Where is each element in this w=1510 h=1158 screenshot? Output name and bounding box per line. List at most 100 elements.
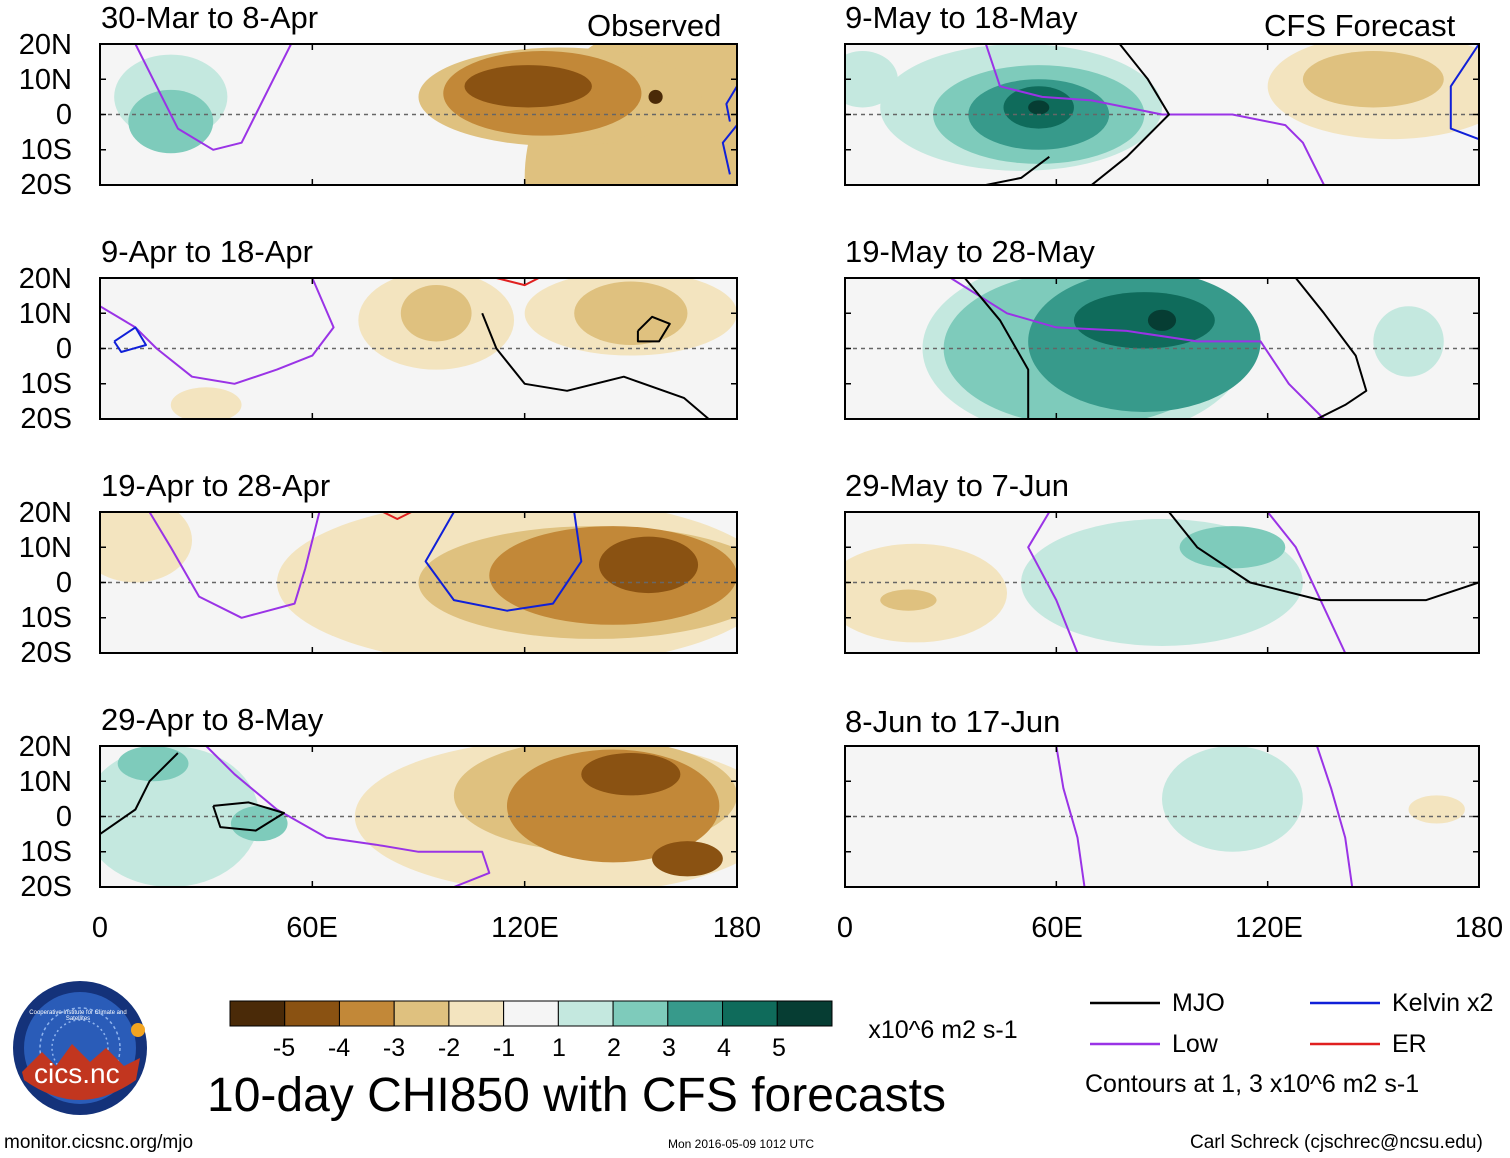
anomaly-blob-pos1 (845, 51, 898, 108)
contour-kelvin-x2 (725, 85, 737, 122)
colorbar-swatch (503, 1000, 559, 1027)
anomaly-blob-neg2 (1302, 51, 1444, 108)
contour-low (100, 278, 335, 385)
contour-er (382, 512, 412, 520)
contour-low (1316, 746, 1354, 887)
y-tick-label: 10N (18, 64, 72, 96)
y-tick-label: 10S (20, 368, 72, 400)
anomaly-blob-neg1 (1408, 795, 1465, 824)
y-tick-label: 10N (18, 298, 72, 330)
colorbar-label: -4 (327, 1034, 351, 1062)
contour-low (984, 44, 1325, 185)
y-tick-label: 0 (55, 801, 72, 833)
legend-label-kelvin: Kelvin x2 (1392, 989, 1494, 1017)
panel-title-obs-1: 30-Mar to 8-Apr (101, 0, 319, 35)
contour-mjo (985, 155, 1050, 185)
colorbar-label: -2 (437, 1034, 461, 1062)
contour-low (1027, 512, 1079, 653)
colorbar-swatch (284, 1000, 340, 1027)
contour-er (496, 278, 540, 287)
contour-kelvin-x2 (113, 326, 147, 353)
anomaly-blob-neg4 (464, 65, 592, 108)
x-tick-label-right: 0 (836, 912, 854, 944)
y-tick-label: 20N (18, 497, 72, 529)
anomaly-blob-pos2 (128, 89, 214, 154)
panel-title-fcst-4: 8-Jun to 17-Jun (845, 704, 1061, 739)
y-tick-label: 10N (18, 766, 72, 798)
y-tick-label: 0 (55, 333, 72, 365)
colorbar-label: 3 (662, 1034, 676, 1062)
figure-title: 10-day CHI850 with CFS forecasts (207, 1069, 946, 1122)
contour-mjo (636, 315, 671, 343)
anomaly-blob-pos2 (230, 805, 288, 842)
contour-low (205, 746, 491, 887)
y-tick-label: 20N (18, 263, 72, 295)
y-tick-label: 20N (18, 731, 72, 763)
colorbar-swatch (229, 1000, 286, 1027)
anomaly-blob-pos1 (1373, 306, 1444, 377)
contour-low (148, 512, 321, 619)
colorbar-label: -5 (272, 1034, 296, 1062)
colorbar-label: 1 (552, 1034, 566, 1062)
panel-obs-4 (99, 745, 738, 888)
anomaly-blob-pos5 (1147, 309, 1177, 331)
contour-mjo (1295, 278, 1368, 419)
x-tick-label-left: 0 (91, 912, 109, 944)
panel-obs-1 (99, 43, 738, 186)
panel-fcst-3 (844, 511, 1480, 654)
colorbar-label: -1 (492, 1034, 516, 1062)
anomaly-blob-neg4 (598, 536, 699, 594)
y-tick-label: 10N (18, 532, 72, 564)
panels-layer (99, 43, 1480, 888)
cics-logo (13, 981, 147, 1115)
colorbar-label: 5 (772, 1034, 786, 1062)
anomaly-blob-pos5 (1028, 100, 1050, 115)
panel-fcst-4 (844, 745, 1480, 888)
y-tick-label: 10S (20, 836, 72, 868)
contour-legend (1090, 1001, 1380, 1046)
contours-note: Contours at 1, 3 x10^6 m2 s-1 (1085, 1070, 1420, 1098)
footer-author: Carl Schreck (cjschrec@ncsu.edu) (1190, 1132, 1483, 1153)
anomaly-blob-neg4 (652, 841, 723, 877)
x-tick-label-left: 180 (712, 912, 762, 944)
colorbar-label: 2 (607, 1034, 621, 1062)
colorbar-swatch (557, 1000, 614, 1027)
panel-obs-2 (99, 277, 738, 420)
x-tick-label-right: 180 (1454, 912, 1504, 944)
y-tick-label: 20N (18, 29, 72, 61)
y-tick-label: 20S (20, 637, 72, 669)
y-tick-label: 0 (55, 567, 72, 599)
contour-mjo (1168, 512, 1479, 602)
contour-low (1055, 746, 1086, 887)
y-tick-label: 20S (20, 403, 72, 435)
contour-low (1266, 512, 1347, 653)
anomaly-blob-neg1 (170, 387, 242, 419)
anomaly-blob-pos1 (1162, 746, 1303, 852)
contour-mjo (100, 752, 179, 835)
anomaly-blob-pos4 (1073, 292, 1215, 349)
anomaly-blob-neg2 (400, 285, 472, 342)
contour-low (950, 278, 1325, 419)
x-tick-label-left: 60E (286, 912, 338, 944)
logo-text: cics.nc (34, 1058, 120, 1089)
panel-title-obs-3: 19-Apr to 28-Apr (101, 468, 331, 503)
panel-fcst-2 (844, 277, 1480, 420)
y-tick-label: 10S (20, 134, 72, 166)
x-tick-label-right: 120E (1235, 912, 1303, 944)
anomaly-blob-pos2 (117, 746, 189, 782)
colorbar-label: -3 (382, 1034, 406, 1062)
panel-title-fcst-1: 9-May to 18-May (845, 0, 1078, 35)
panel-title-fcst-3: 29-May to 7-Jun (845, 468, 1069, 503)
y-tick-label: 10S (20, 602, 72, 634)
colorbar-swatch (393, 1000, 450, 1027)
contour-mjo (964, 278, 1030, 419)
colorbar-swatch (612, 1000, 669, 1027)
legend-label-er: ER (1392, 1030, 1427, 1058)
x-tick-label-left: 120E (491, 912, 559, 944)
contour-kelvin-x2 (1449, 44, 1479, 141)
x-tick-label-right: 60E (1031, 912, 1083, 944)
contour-kelvin-x2 (424, 512, 583, 612)
footer-url[interactable]: monitor.cicsnc.org/mjo (4, 1132, 194, 1153)
legend-label-low: Low (1172, 1030, 1218, 1058)
